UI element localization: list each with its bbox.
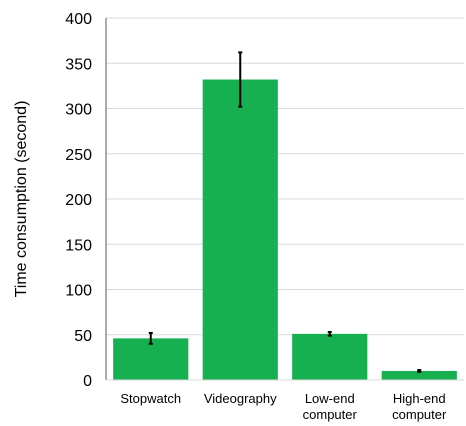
gridlines [106, 17, 464, 336]
y-tick-label: 100 [65, 283, 92, 300]
y-tick-label: 250 [65, 147, 92, 164]
error-bar [238, 51, 243, 108]
y-tick-label: 0 [83, 373, 92, 390]
error-bar [148, 331, 153, 345]
x-category-label: Stopwatch [120, 391, 181, 406]
y-tick-label: 50 [74, 328, 92, 345]
x-category-labels: Stopwatch Videography Low-end computer High-… [120, 391, 447, 422]
x-category-label: High-end computer [392, 391, 447, 422]
error-bars [148, 51, 422, 373]
y-tick-label: 150 [65, 237, 92, 254]
error-bar [417, 369, 422, 373]
y-tick-labels: 0 50 100 150 200 250 300 350 400 [65, 11, 92, 390]
y-tick-label: 400 [65, 11, 92, 28]
bar [202, 79, 278, 380]
y-tick-label: 200 [65, 192, 92, 209]
y-tick-label: 300 [65, 102, 92, 119]
x-category-label: Videography [204, 391, 277, 406]
y-tick-label: 350 [65, 56, 92, 73]
bars [113, 79, 457, 380]
error-bar [327, 331, 332, 337]
x-category-label: Low-end computer [303, 391, 358, 422]
bar [113, 338, 189, 380]
y-axis-title: Time consumption (second) [13, 101, 30, 298]
bar [381, 370, 457, 380]
bar [292, 333, 368, 380]
